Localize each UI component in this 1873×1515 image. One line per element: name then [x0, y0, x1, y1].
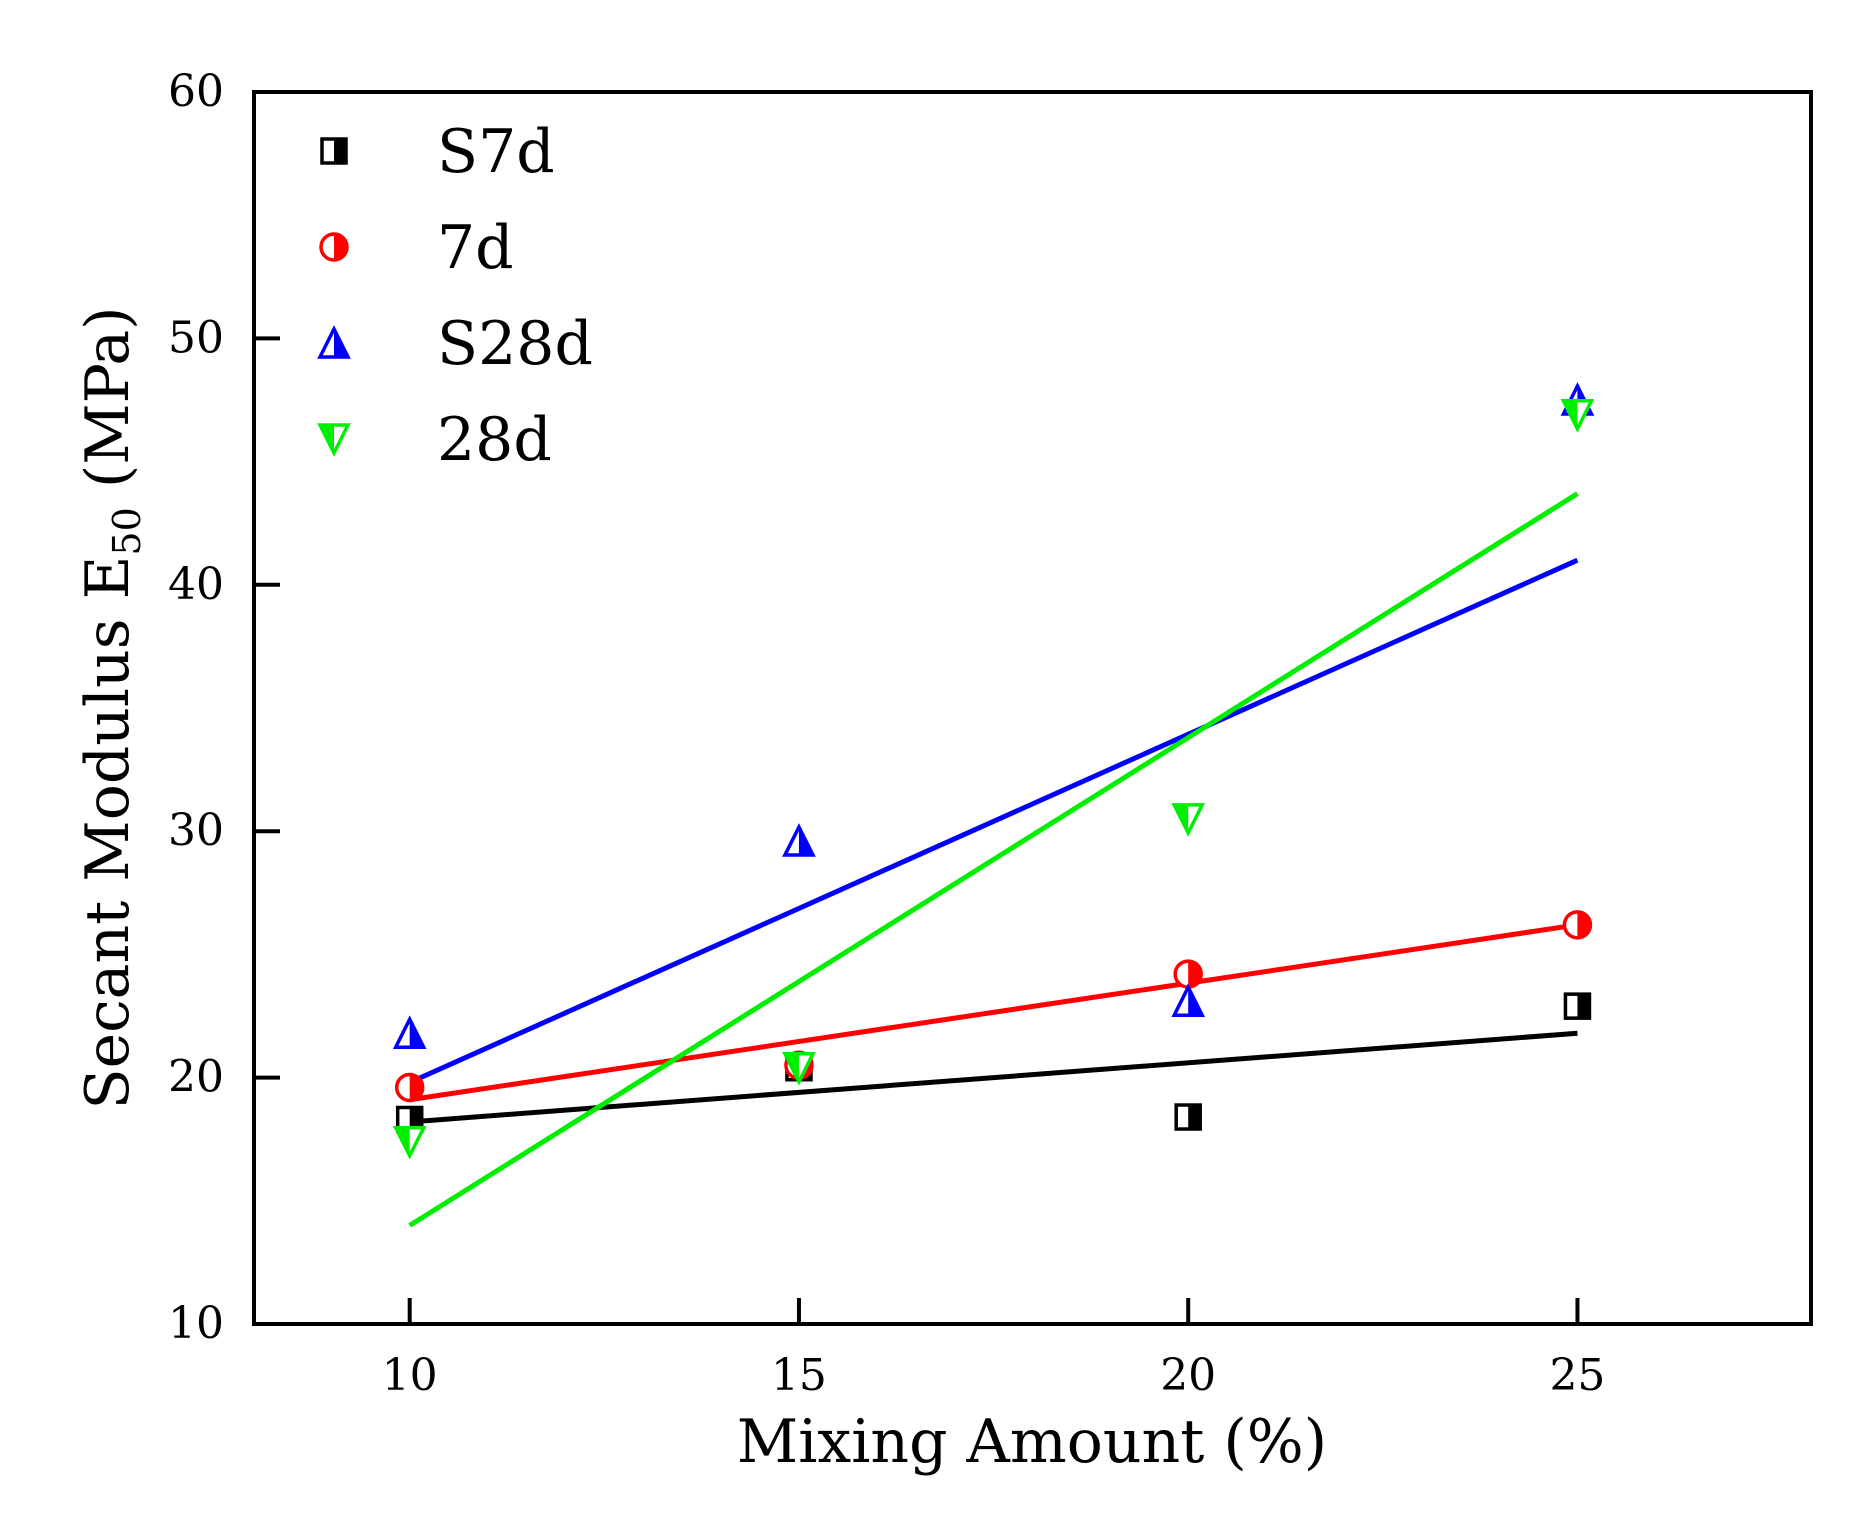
legend: S7d 7d S28d 28d: [317, 117, 593, 475]
fit-line-28d: [408, 491, 1579, 1228]
point-28d-20: [1171, 803, 1206, 837]
y-tick-label-20: 20: [168, 1052, 224, 1103]
legend-marker-S7d: [320, 137, 348, 165]
fit-lines: [408, 491, 1579, 1228]
point-S28d-20: [1171, 983, 1206, 1017]
legend-marker-28d: [317, 423, 351, 457]
legend-label-7d: 7d: [437, 213, 514, 283]
y-axis-title-subscript: 50: [105, 507, 149, 555]
y-tick-label-60: 60: [168, 66, 224, 117]
x-tick-label-20: 20: [1160, 1350, 1216, 1401]
x-axis-ticks: 10 15 20 25: [382, 1298, 1605, 1401]
point-S28d-15: [782, 823, 816, 857]
fit-line-7d: [409, 922, 1578, 1103]
legend-marker-7d: [319, 232, 349, 262]
fit-line-S28d: [408, 557, 1579, 1085]
y-axis-title: Secant Modulus E50 (MPa): [73, 306, 149, 1109]
y-tick-label-30: 30: [168, 805, 224, 856]
x-tick-label-15: 15: [771, 1350, 827, 1401]
point-S7d-25: [1563, 992, 1592, 1020]
y-tick-label-10: 10: [168, 1298, 224, 1349]
fit-line-S7d: [409, 1030, 1578, 1125]
plot-frame: [252, 90, 1813, 1326]
legend-label-S7d: S7d: [437, 117, 555, 187]
point-7d-25: [1562, 910, 1593, 940]
x-tick-label-10: 10: [382, 1350, 438, 1401]
point-S28d-10: [392, 1015, 427, 1049]
y-tick-label-50: 50: [168, 312, 224, 363]
point-28d-15: [782, 1051, 816, 1086]
point-7d-20: [1173, 959, 1203, 989]
y-axis-title-unit: (MPa): [73, 306, 143, 507]
y-axis-title-main: Secant Modulus E: [73, 556, 143, 1110]
point-7d-10: [394, 1072, 425, 1103]
x-axis-title: Mixing Amount (%): [737, 1407, 1327, 1477]
data-markers: [392, 382, 1595, 1160]
legend-marker-S28d: [317, 325, 351, 359]
point-S7d-20: [1174, 1103, 1202, 1131]
point-28d-25: [1560, 399, 1595, 433]
legend-label-S28d: S28d: [437, 309, 593, 379]
legend-label-28d: 28d: [437, 405, 552, 475]
point-28d-10: [392, 1125, 427, 1160]
y-tick-label-40: 40: [168, 559, 224, 610]
y-axis-ticks: 10 20 30 40 50 60: [168, 66, 280, 1349]
x-tick-label-25: 25: [1549, 1350, 1605, 1401]
